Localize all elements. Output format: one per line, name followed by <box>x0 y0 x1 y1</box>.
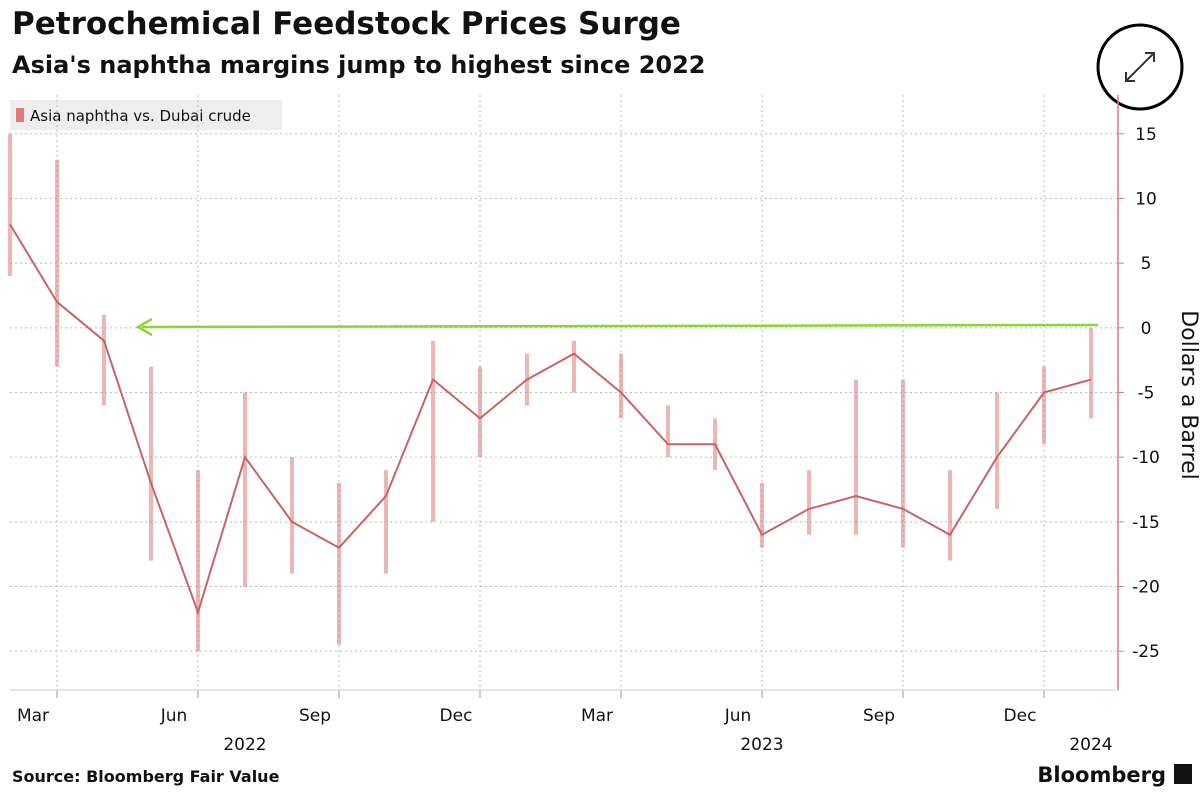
annotation-arrow <box>135 317 1099 337</box>
y-tick-label: -10 <box>1132 448 1160 468</box>
x-tick-label: Jun <box>160 706 188 726</box>
x-tick-label: Sep <box>299 706 331 726</box>
y-tick-label: 15 <box>1135 125 1157 145</box>
x-tick-label: Dec <box>1004 706 1037 726</box>
chart-subtitle: Asia's naphtha margins jump to highest s… <box>12 51 706 79</box>
x-tick-label: Mar <box>17 706 49 726</box>
source: Source: Bloomberg Fair Value <box>12 767 280 786</box>
y-axis-label: Dollars a Barrel <box>1176 310 1200 480</box>
x-year-label: 2024 <box>1069 735 1112 755</box>
x-year-label: 2023 <box>740 735 783 755</box>
x-tick-label: Dec <box>440 706 473 726</box>
series-line <box>9 223 1092 616</box>
x-tick-label: Jun <box>724 706 752 726</box>
x-tick-label: Mar <box>581 706 613 726</box>
brand-logo <box>1174 764 1192 784</box>
y-tick-label: 0 <box>1141 319 1152 339</box>
y-tick-label: -5 <box>1138 384 1155 404</box>
y-tick-label: 5 <box>1141 254 1152 274</box>
y-tick-label: -15 <box>1132 513 1160 533</box>
expand-icon[interactable] <box>1096 23 1184 111</box>
x-tick-label: Sep <box>863 706 895 726</box>
x-year-label: 2022 <box>223 735 266 755</box>
chart-title: Petrochemical Feedstock Prices Surge <box>12 6 681 42</box>
y-tick-label: -20 <box>1132 578 1160 598</box>
brand: Bloomberg <box>1037 763 1166 787</box>
y-tick-label: -25 <box>1132 642 1160 662</box>
legend-label: Asia naphtha vs. Dubai crude <box>30 107 251 125</box>
y-tick-label: 10 <box>1135 189 1157 209</box>
legend: Asia naphtha vs. Dubai crude <box>10 100 282 130</box>
